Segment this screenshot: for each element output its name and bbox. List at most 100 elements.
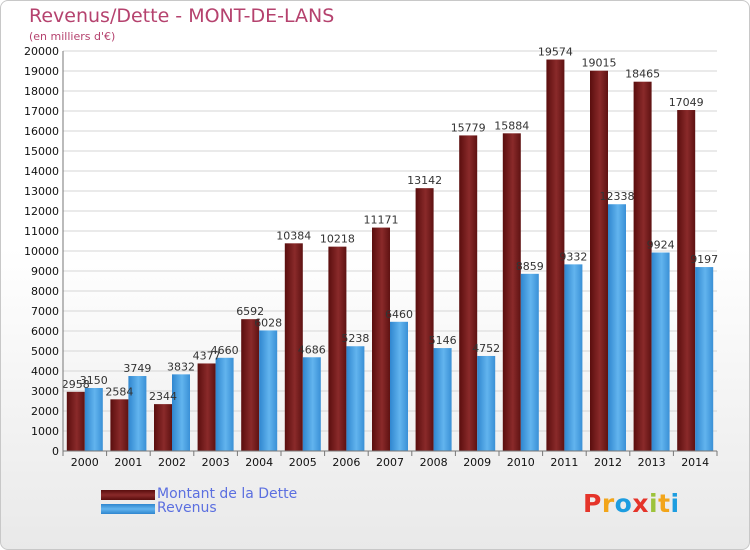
- value-label-revenus: 4686: [298, 343, 326, 356]
- y-tick-label: 11000: [24, 225, 59, 238]
- x-tick-label: 2010: [507, 456, 535, 469]
- y-tick-label: 17000: [24, 105, 59, 118]
- y-tick-label: 6000: [31, 325, 59, 338]
- value-label-revenus: 8859: [516, 260, 544, 273]
- value-label-dette: 17049: [669, 96, 704, 109]
- value-label-dette: 11171: [364, 214, 399, 227]
- legend-swatch-revenus: [101, 504, 155, 514]
- value-label-revenus: 3832: [167, 360, 195, 373]
- y-tick-label: 9000: [31, 265, 59, 278]
- logo-letter: x: [632, 489, 649, 518]
- y-tick-label: 20000: [24, 45, 59, 58]
- x-tick-label: 2000: [71, 456, 99, 469]
- bar-revenus: [695, 267, 714, 451]
- y-tick-label: 0: [52, 445, 59, 458]
- logo-letter: i: [670, 489, 680, 518]
- bar-revenus: [84, 388, 103, 451]
- value-label-revenus: 9332: [559, 250, 587, 263]
- y-tick-label: 14000: [24, 165, 59, 178]
- bar-revenus: [128, 376, 147, 451]
- x-tick-label: 2008: [420, 456, 448, 469]
- bar-revenus: [259, 330, 278, 451]
- y-tick-label: 15000: [24, 145, 59, 158]
- bar-revenus: [564, 264, 583, 451]
- proxiti-logo: Proxiti: [583, 489, 680, 518]
- value-label-revenus: 4752: [472, 342, 500, 355]
- y-tick-label: 7000: [31, 305, 59, 318]
- bar-revenus: [433, 348, 452, 451]
- x-tick-label: 2002: [158, 456, 186, 469]
- x-tick-label: 2004: [245, 456, 273, 469]
- bar-dette: [677, 110, 696, 452]
- value-label-dette: 19015: [582, 57, 617, 70]
- value-label-revenus: 9924: [647, 239, 675, 252]
- bar-dette: [328, 246, 347, 451]
- bar-revenus: [608, 204, 626, 451]
- x-tick-label: 2005: [289, 456, 317, 469]
- bar-dette: [284, 243, 303, 451]
- y-tick-label: 8000: [31, 285, 59, 298]
- legend-label-revenus: Revenus: [157, 500, 217, 516]
- logo-letter: t: [658, 489, 671, 518]
- value-label-dette: 19574: [538, 46, 573, 59]
- value-label-dette: 18465: [625, 68, 660, 81]
- bar-revenus: [520, 273, 539, 451]
- x-tick-label: 2013: [638, 456, 666, 469]
- value-label-revenus: 3150: [80, 374, 108, 387]
- chart-title: Revenus/Dette - MONT-DE-LANS: [29, 5, 335, 27]
- bar-dette: [459, 135, 478, 452]
- value-label-dette: 6592: [236, 305, 264, 318]
- value-label-revenus: 6460: [385, 308, 413, 321]
- bar-dette: [633, 81, 652, 451]
- legend-swatch-dette: [101, 490, 155, 500]
- y-tick-label: 19000: [24, 65, 59, 78]
- value-label-dette: 10384: [276, 229, 311, 242]
- x-tick-label: 2011: [550, 456, 578, 469]
- x-tick-label: 2006: [332, 456, 360, 469]
- value-label-dette: 2344: [149, 390, 177, 403]
- value-label-revenus: 3749: [123, 362, 151, 375]
- logo-letter: i: [649, 489, 659, 518]
- bar-revenus: [651, 252, 670, 451]
- y-tick-label: 13000: [24, 185, 59, 198]
- y-tick-label: 16000: [24, 125, 59, 138]
- bar-dette: [502, 133, 521, 451]
- logo-letter: o: [614, 489, 633, 518]
- legend-item-revenus: Revenus: [101, 500, 361, 517]
- bar-dette: [241, 319, 260, 451]
- y-tick-label: 5000: [31, 345, 59, 358]
- bar-dette: [110, 399, 129, 451]
- y-tick-label: 10000: [24, 245, 59, 258]
- bar-revenus: [390, 321, 408, 451]
- x-tick-label: 2014: [681, 456, 709, 469]
- value-label-dette: 15884: [494, 119, 529, 132]
- chart-subtitle: (en milliers d'€): [29, 30, 116, 43]
- value-label-dette: 13142: [407, 174, 442, 187]
- bar-revenus: [477, 355, 496, 451]
- y-tick-label: 4000: [31, 365, 59, 378]
- value-label-revenus: 4660: [211, 344, 239, 357]
- value-label-dette: 15779: [451, 121, 486, 134]
- x-tick-label: 2012: [594, 456, 622, 469]
- bar-revenus: [302, 357, 321, 451]
- bar-revenus: [172, 374, 190, 451]
- value-label-revenus: 5146: [429, 334, 457, 347]
- x-tick-label: 2009: [463, 456, 491, 469]
- x-tick-label: 2001: [114, 456, 142, 469]
- y-tick-label: 12000: [24, 205, 59, 218]
- y-tick-label: 3000: [31, 385, 59, 398]
- bar-dette: [590, 70, 608, 451]
- legend-item-dette: Montant de la Dette: [101, 486, 361, 503]
- bar-dette: [415, 188, 434, 451]
- bar-dette: [66, 391, 85, 451]
- value-label-dette: 4377: [193, 349, 221, 362]
- value-label-dette: 2958: [62, 378, 90, 391]
- bar-revenus: [215, 357, 234, 451]
- bar-dette: [372, 227, 390, 451]
- legend-label-dette: Montant de la Dette: [157, 486, 298, 502]
- bar-dette: [546, 59, 565, 452]
- value-label-revenus: 5238: [341, 332, 369, 345]
- bar-revenus: [346, 346, 365, 451]
